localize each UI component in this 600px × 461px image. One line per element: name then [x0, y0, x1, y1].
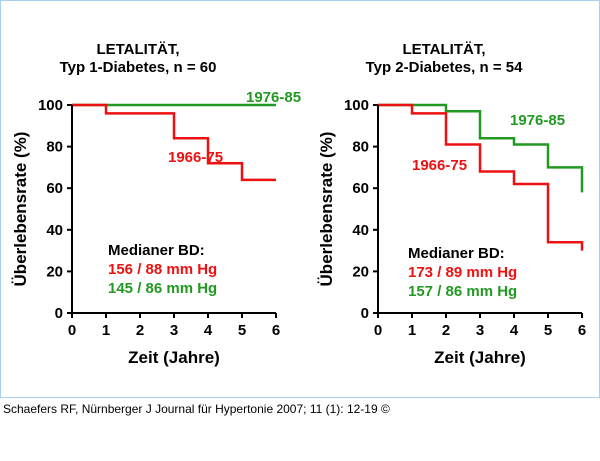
x-tick-label: 1 [102, 322, 110, 339]
x-axis-label: Zeit (Jahre) [434, 348, 526, 367]
series-line-1976-85 [378, 103, 584, 193]
chart-title: Typ 1-Diabetes, n = 60 [60, 59, 217, 76]
chart-title: LETALITÄT, [96, 41, 179, 58]
x-tick-label: 2 [136, 322, 144, 339]
y-tick-label: 100 [38, 97, 63, 114]
annotation-bp: 156 / 88 mm Hg [108, 261, 217, 278]
series-label: 1966-75 [168, 149, 223, 166]
x-tick-label: 2 [442, 322, 450, 339]
y-tick-label: 0 [361, 305, 369, 322]
x-tick-label: 1 [408, 322, 416, 339]
y-tick-label: 20 [352, 263, 369, 280]
survival-charts: LETALITÄT,Typ 1-Diabetes, n = 601976-851… [11, 41, 586, 367]
x-tick-label: 0 [68, 322, 76, 339]
y-tick-label: 100 [344, 97, 369, 114]
y-tick-label: 20 [46, 263, 63, 280]
x-tick-label: 4 [204, 322, 213, 339]
chart-2: LETALITÄT,Typ 2-Diabetes, n = 54 1976-85 1… [317, 41, 586, 367]
y-tick-label: 60 [46, 180, 63, 197]
x-tick-label: 3 [170, 322, 178, 339]
series-line-1966-75 [378, 103, 584, 251]
y-axis-label: Überlebensrate (%) [317, 132, 336, 287]
series-label: 1976-85 [246, 89, 301, 106]
annotation-bp: 173 / 89 mm Hg [408, 264, 517, 281]
y-tick-label: 0 [55, 305, 63, 322]
series-line-1966-75 [72, 103, 276, 182]
y-axis-label: Überlebensrate (%) [11, 132, 30, 287]
x-tick-label: 3 [476, 322, 484, 339]
y-tick-label: 40 [352, 222, 369, 239]
series-label: 1976-85 [510, 112, 565, 129]
x-axis-label: Zeit (Jahre) [128, 348, 220, 367]
annotation-bp: 145 / 86 mm Hg [108, 280, 217, 297]
annotation-heading: Medianer BD: [408, 245, 505, 262]
x-tick-label: 6 [578, 322, 586, 339]
chart-1: LETALITÄT,Typ 1-Diabetes, n = 60 1976-85 1… [11, 41, 301, 367]
y-tick-label: 80 [352, 139, 369, 156]
annotation-bp: 157 / 86 mm Hg [408, 283, 517, 300]
x-tick-label: 5 [544, 322, 552, 339]
x-tick-label: 4 [510, 322, 519, 339]
chart-title: Typ 2-Diabetes, n = 54 [366, 59, 524, 76]
y-tick-label: 40 [46, 222, 63, 239]
y-tick-label: 60 [352, 180, 369, 197]
x-tick-label: 5 [238, 322, 246, 339]
chart-title: LETALITÄT, [402, 41, 485, 58]
y-tick-label: 80 [46, 139, 63, 156]
series-label: 1966-75 [412, 157, 467, 174]
citation-caption: Schaefers RF, Nürnberger J Journal für H… [3, 402, 390, 416]
x-tick-label: 6 [272, 322, 280, 339]
annotation-heading: Medianer BD: [108, 242, 205, 259]
x-tick-label: 0 [374, 322, 382, 339]
